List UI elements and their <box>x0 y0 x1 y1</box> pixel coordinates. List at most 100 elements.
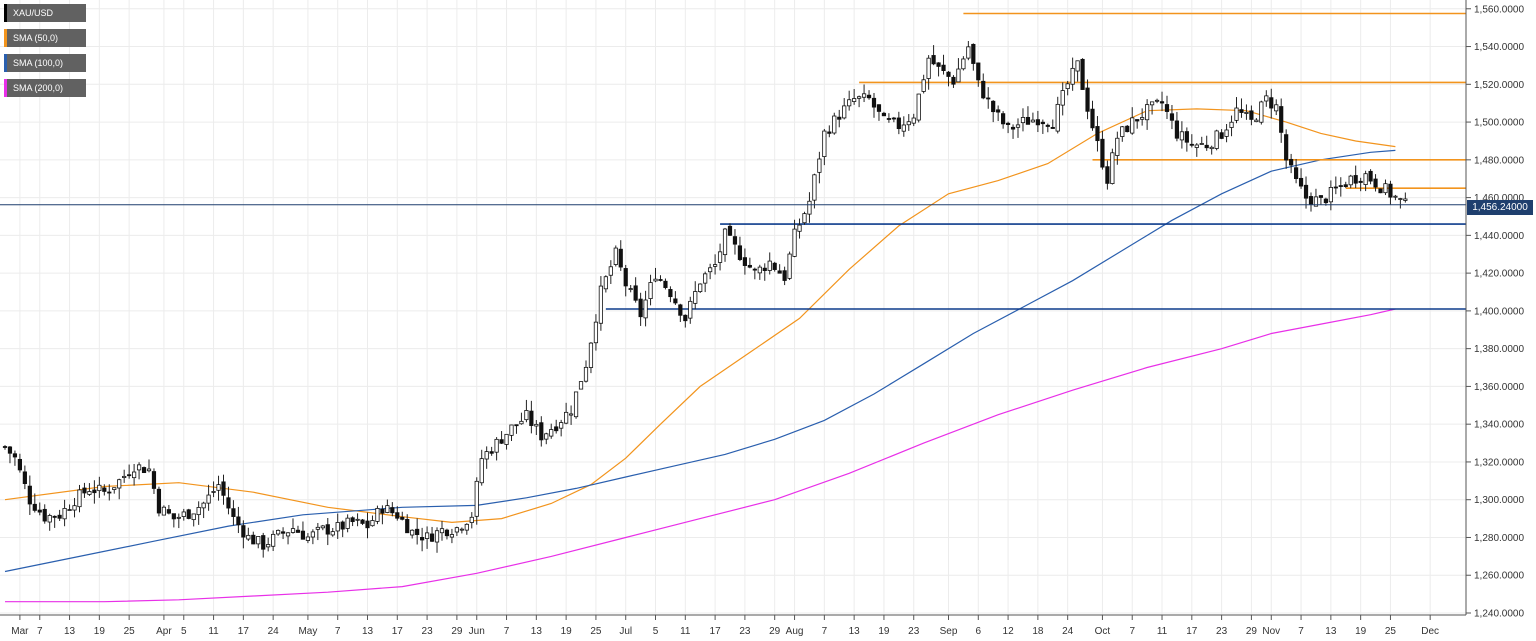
candle-body <box>797 224 802 232</box>
candle-body <box>82 487 87 494</box>
candle-body <box>578 381 584 390</box>
x-tick-label: 11 <box>680 626 691 637</box>
candle-body <box>628 288 633 290</box>
x-tick-label: 11 <box>1157 626 1168 637</box>
x-tick-label: 29 <box>451 626 463 637</box>
candle-body <box>1125 125 1130 133</box>
candle-body <box>648 282 653 300</box>
candle-body <box>57 514 62 519</box>
candle-body <box>827 131 832 134</box>
candle-body <box>787 253 792 279</box>
candle-body <box>633 285 638 301</box>
candle-body <box>62 508 67 520</box>
candle-body <box>802 213 807 224</box>
candle-body <box>812 174 817 201</box>
candle-body <box>315 526 320 530</box>
candle-body <box>1303 184 1309 199</box>
candle-body <box>320 525 325 529</box>
candle-body <box>1388 183 1393 198</box>
candle-body <box>1095 126 1100 142</box>
candle-body <box>1403 198 1408 201</box>
x-tick-label: 7 <box>1298 626 1304 637</box>
candle-body <box>683 314 688 322</box>
candle-body <box>434 530 440 543</box>
candle-body <box>757 266 762 274</box>
candle-body <box>32 503 37 511</box>
candle-body <box>921 79 926 92</box>
y-tick-label: 1,380.0000 <box>1474 344 1524 355</box>
candle-body <box>817 158 822 173</box>
candle-body <box>370 520 375 527</box>
candle-body <box>37 509 42 513</box>
candle-body <box>156 488 162 514</box>
candle-body <box>618 248 623 268</box>
candle-body <box>1005 122 1011 125</box>
x-tick-label: 5 <box>181 626 187 637</box>
candle-body <box>1199 143 1204 145</box>
candle-body <box>1348 175 1353 186</box>
horizontal-levels <box>605 12 1466 310</box>
candle-body <box>285 532 291 537</box>
candle-body <box>246 534 251 540</box>
candle-body <box>976 62 981 81</box>
candle-body <box>1229 121 1234 128</box>
y-tick-label: 1,240.0000 <box>1474 609 1524 620</box>
candle-body <box>52 515 57 518</box>
sma-line <box>4 149 1396 573</box>
candle-body <box>92 489 97 494</box>
candle-body <box>231 508 236 517</box>
x-tick-label: May <box>298 626 317 637</box>
candle-body <box>1105 166 1110 184</box>
candle-body <box>1075 60 1080 72</box>
candle-body <box>1149 101 1155 106</box>
candle-body <box>295 529 301 533</box>
candle-body <box>1145 104 1150 121</box>
candle-body <box>698 283 703 293</box>
x-tick-label: 17 <box>710 626 722 637</box>
candle-body <box>1284 134 1289 161</box>
candle-body <box>1010 126 1016 130</box>
candle-body <box>151 471 157 489</box>
candle-body <box>141 467 147 474</box>
candle-body <box>514 424 519 427</box>
candle-body <box>653 278 658 282</box>
sma-line <box>5 308 1396 603</box>
candle-body <box>1328 187 1333 203</box>
candle-body <box>1308 196 1314 205</box>
candle-body <box>1100 138 1105 168</box>
candle-body <box>1333 186 1338 189</box>
candle-body <box>1040 121 1045 125</box>
x-tick-label: 17 <box>1186 626 1198 637</box>
candle-body <box>1189 143 1194 146</box>
candle-body <box>221 481 226 496</box>
candle-body <box>395 512 400 519</box>
x-tick-label: 25 <box>1385 626 1397 637</box>
candle-body <box>1383 183 1388 194</box>
candle-body <box>996 109 1001 113</box>
candle-body <box>365 520 370 529</box>
candle-body <box>340 521 345 530</box>
candle-body <box>896 117 901 130</box>
candle-body <box>713 264 718 267</box>
candle-body <box>1065 83 1070 90</box>
candle-body <box>271 533 276 547</box>
candle-body <box>484 451 489 460</box>
candle-body <box>961 58 966 70</box>
candle-body <box>1060 90 1065 106</box>
candle-body <box>991 100 996 113</box>
candle-body <box>256 536 261 545</box>
candle-body <box>559 422 564 429</box>
candle-body <box>688 300 693 319</box>
candle-body <box>1085 87 1090 112</box>
candle-body <box>693 291 698 304</box>
candle-body <box>861 93 867 98</box>
candle-body <box>22 471 27 484</box>
y-tick-label: 1,300.0000 <box>1474 495 1524 506</box>
candle-body <box>643 299 648 319</box>
x-tick-label: 25 <box>590 626 602 637</box>
candle-body <box>127 474 132 477</box>
candle-body <box>350 517 355 523</box>
candle-body <box>658 279 663 281</box>
candle-body <box>951 76 956 85</box>
x-tick-label: 19 <box>94 626 106 637</box>
